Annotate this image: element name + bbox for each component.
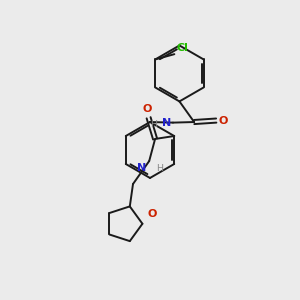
Text: H: H xyxy=(150,120,157,129)
Text: O: O xyxy=(219,116,228,126)
Text: H: H xyxy=(156,164,163,173)
Text: N: N xyxy=(137,163,146,172)
Text: O: O xyxy=(142,104,152,114)
Text: N: N xyxy=(162,118,171,128)
Text: Cl: Cl xyxy=(176,43,188,53)
Text: O: O xyxy=(148,208,157,219)
